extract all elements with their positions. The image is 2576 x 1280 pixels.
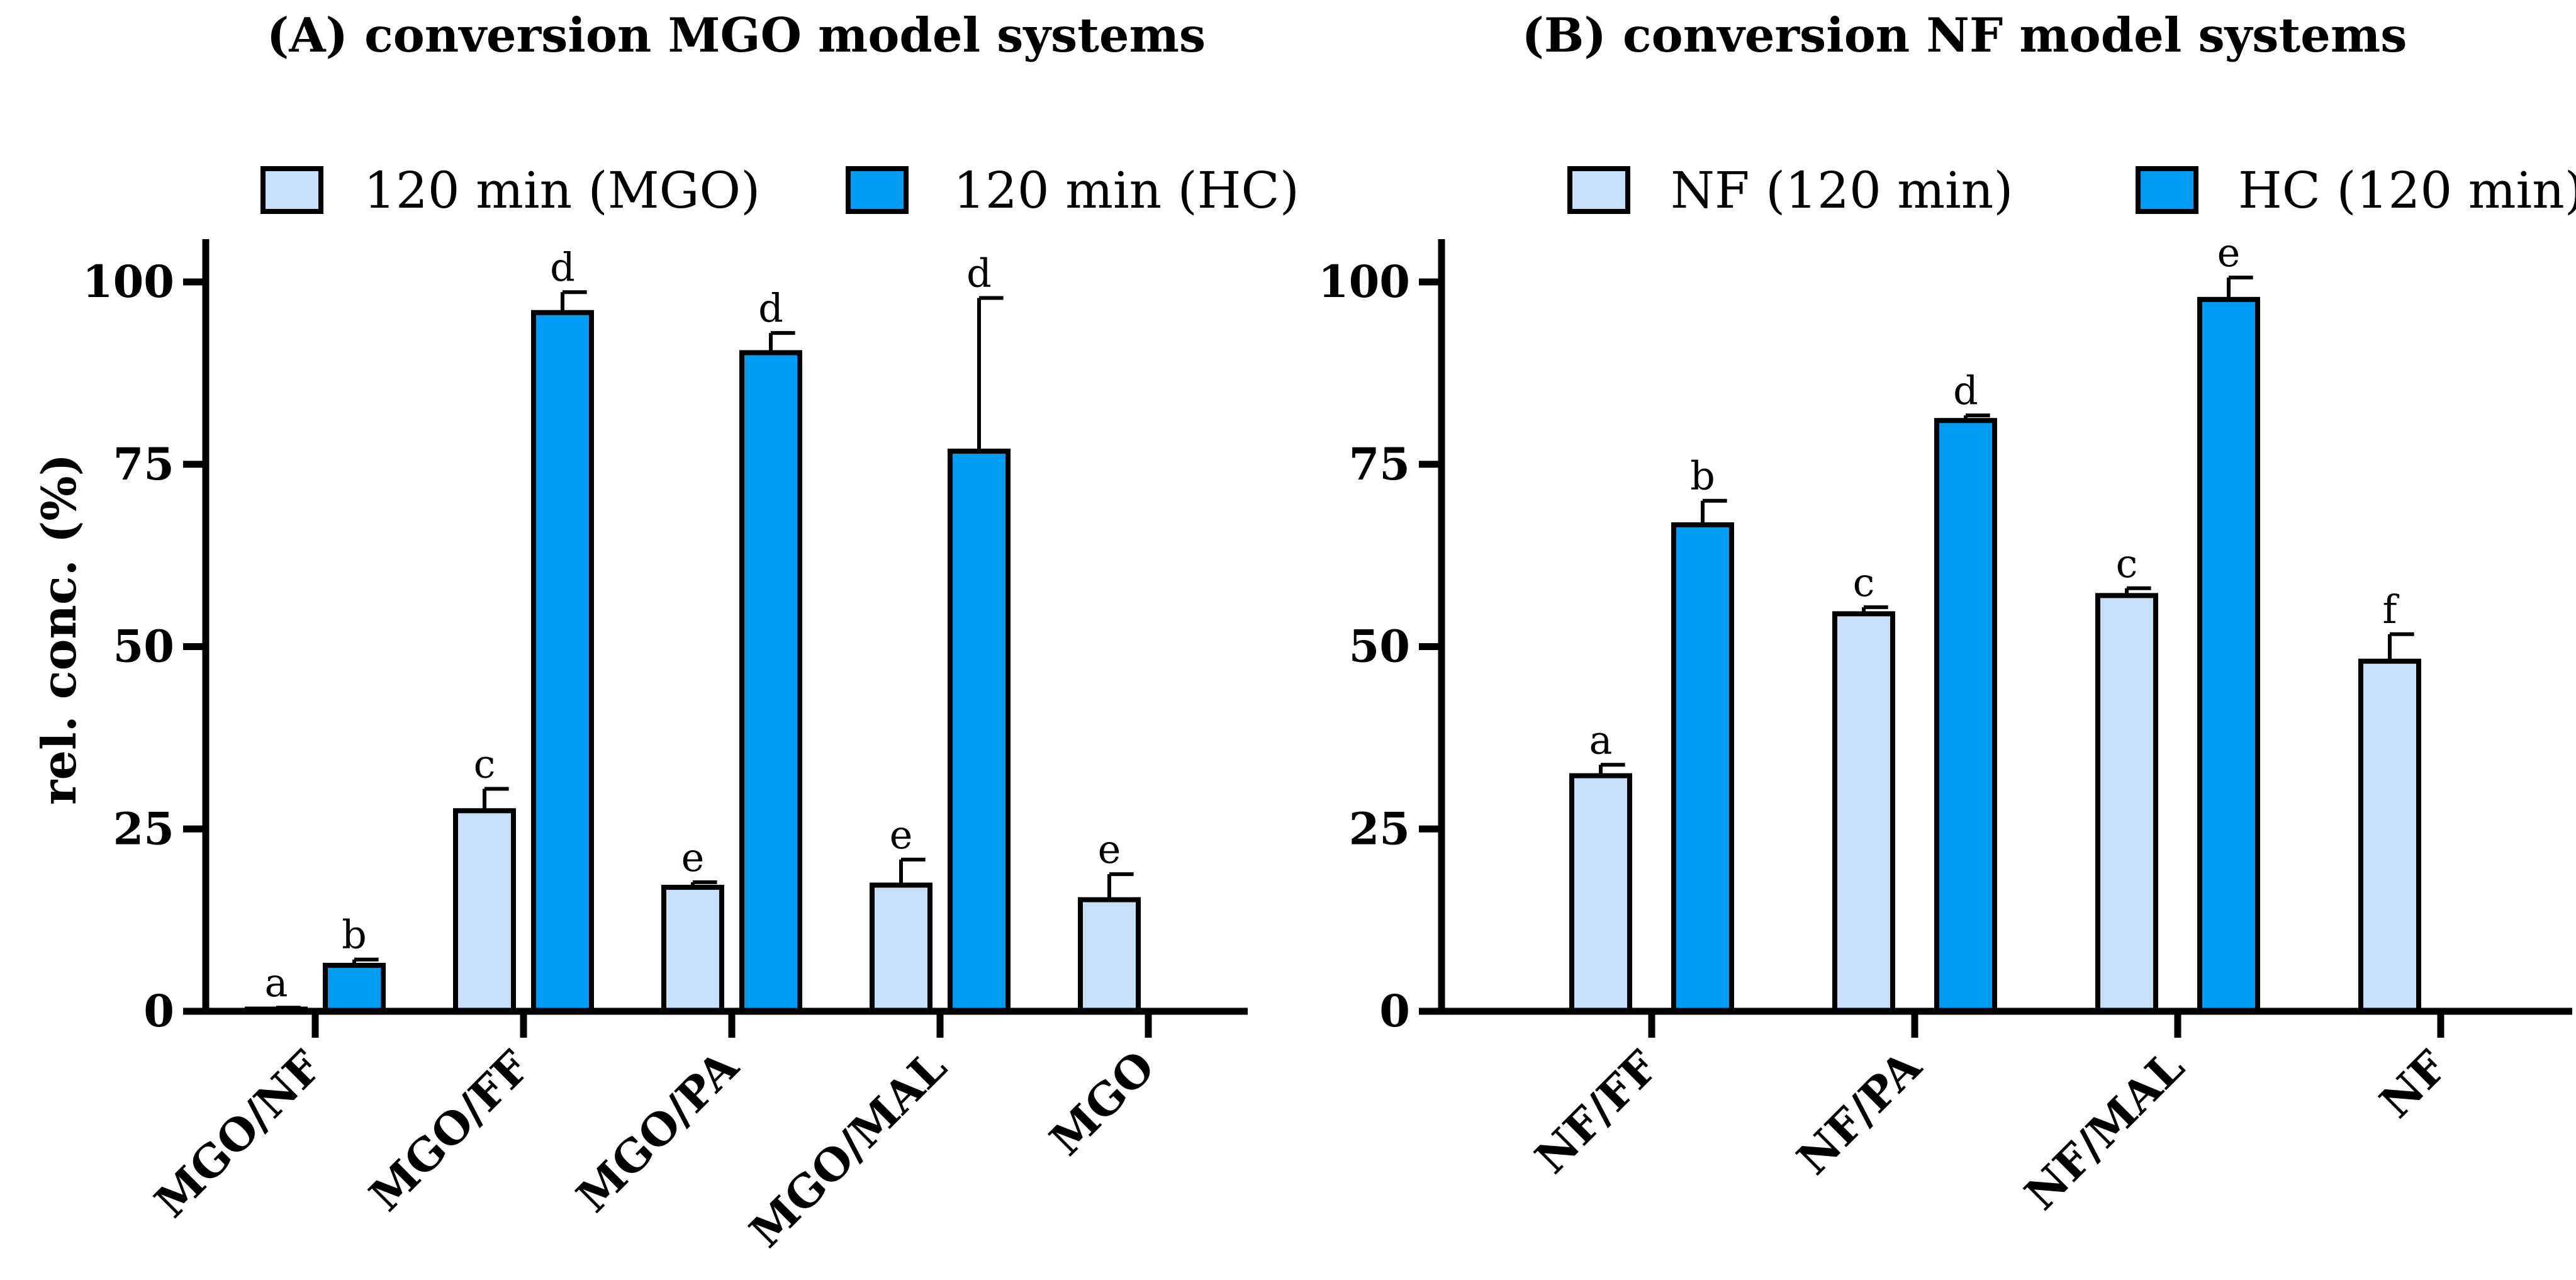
panel-a-y-tick-label: 50: [113, 620, 174, 673]
panel-b-y-tick-label: 0: [1379, 985, 1410, 1037]
panel-a-bar: [739, 350, 802, 1014]
panel-a-bar: [661, 884, 724, 1014]
panel-a-significance-label: d: [966, 250, 992, 296]
panel-b-bar: [1832, 611, 1895, 1014]
panel-b-bar: [2358, 658, 2421, 1014]
panel-a-bar: [531, 310, 594, 1014]
panel-a-bar: [1078, 897, 1141, 1014]
panel-b-bar: [1569, 773, 1632, 1014]
panel-b-x-tick-label: NF/FF: [1525, 1040, 1668, 1183]
panel-b-legend: NF (120 min) HC (120 min): [1567, 161, 2576, 220]
panel-a-y-tick-label: 25: [113, 802, 174, 855]
panel-a-legend-swatch-2: [846, 166, 909, 214]
panel-a-significance-label: e: [890, 812, 913, 858]
panel-a-x-tick-label: MGO/FF: [359, 1040, 540, 1221]
panel-a-significance-label: e: [1098, 826, 1121, 872]
panel-b-legend-swatch-2: [2136, 166, 2198, 214]
panel-a-legend-label-1: 120 min (MGO): [364, 161, 760, 220]
panel-b-y-tick-label: 75: [1349, 438, 1410, 490]
panel-a-y-axis-label: rel. conc. (%): [31, 454, 87, 805]
panel-a-bar: [453, 808, 516, 1014]
panel-b-x-tick-label: NF: [2370, 1040, 2457, 1128]
panel-b-bar: [1671, 522, 1734, 1014]
panel-b-legend-label-1: NF (120 min): [1671, 161, 2013, 220]
panel-a-x-tick-label: MGO/NF: [145, 1040, 332, 1227]
panel-a-significance-label: d: [758, 285, 783, 331]
panel-b: (B) conversion NF model systems NF (120 …: [1318, 8, 2576, 1220]
panel-a-legend-swatch-1: [260, 166, 323, 214]
panel-a-significance-label: c: [474, 741, 496, 787]
panel-b-bar: [2197, 296, 2260, 1014]
panel-a-y-tick-label: 75: [113, 438, 174, 490]
panel-b-significance-label: e: [2217, 230, 2241, 276]
panel-a-significance-label: d: [550, 244, 575, 290]
panel-b-significance-label: a: [1589, 717, 1613, 763]
panel-b-significance-label: c: [1853, 559, 1875, 605]
panel-a-significance-label: e: [681, 834, 705, 880]
panel-b-bars: a b c d c e f: [1569, 230, 2421, 1014]
panel-b-bar: [2095, 593, 2158, 1014]
panel-a-y-tick-label: 100: [82, 255, 174, 308]
panel-b-y-tick-label: 50: [1349, 620, 1410, 673]
panel-b-significance-label: f: [2383, 587, 2400, 632]
panel-b-legend-swatch-1: [1567, 166, 1630, 214]
panel-b-legend-label-2: HC (120 min): [2238, 161, 2576, 220]
panel-b-x-tick-label: NF/PA: [1787, 1040, 1932, 1184]
panel-a-x-tick-label: MGO/PA: [566, 1040, 749, 1222]
panel-b-significance-label: b: [1690, 453, 1715, 499]
panel-a-significance-label: a: [265, 960, 288, 1006]
panel-a-bar: [323, 962, 386, 1014]
panel-a-significance-label: b: [342, 912, 367, 958]
panel-b-title: (B) conversion NF model systems: [1522, 8, 2407, 63]
panel-b-y-tick-label: 25: [1349, 802, 1410, 855]
panel-b-significance-label: c: [2116, 541, 2138, 587]
panel-a-x-tick-label: MGO/MAL: [739, 1040, 956, 1257]
panel-b-bar: [1934, 418, 1997, 1014]
panel-a-legend-label-2: 120 min (HC): [953, 161, 1299, 220]
panel-a-x-tick-label: MGO: [1039, 1040, 1165, 1165]
panel-a-legend: 120 min (MGO) 120 min (HC): [260, 161, 1299, 220]
panel-a-title: (A) conversion MGO model systems: [267, 8, 1206, 63]
panel-b-significance-label: d: [1953, 368, 1978, 413]
panel-a-y-tick-label: 0: [143, 985, 174, 1037]
panel-a-bar: [948, 448, 1011, 1014]
panel-b-y-tick-label: 100: [1318, 255, 1410, 308]
panel-b-x-tick-label: NF/MAL: [2015, 1040, 2194, 1220]
panel-a-bars: a b c d e d e d e: [245, 244, 1141, 1014]
panel-a: (A) conversion MGO model systems rel. co…: [31, 8, 1299, 1257]
panel-a-bar: [870, 882, 932, 1014]
